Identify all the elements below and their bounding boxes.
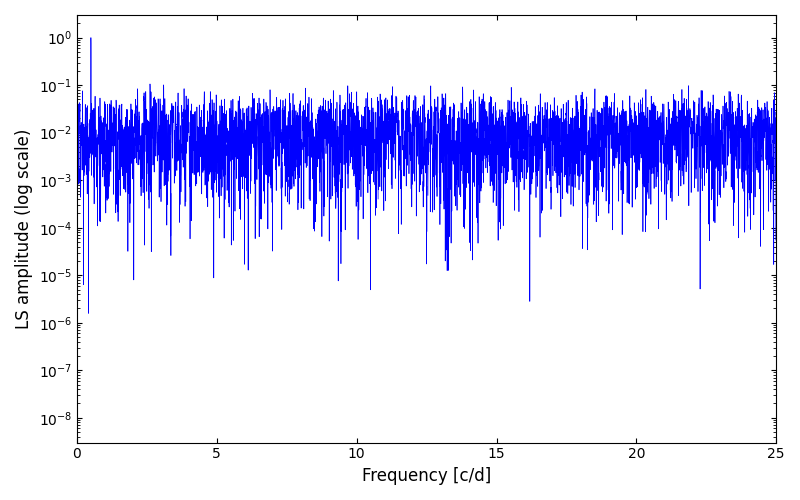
X-axis label: Frequency [c/d]: Frequency [c/d] — [362, 467, 491, 485]
Y-axis label: LS amplitude (log scale): LS amplitude (log scale) — [15, 128, 33, 329]
